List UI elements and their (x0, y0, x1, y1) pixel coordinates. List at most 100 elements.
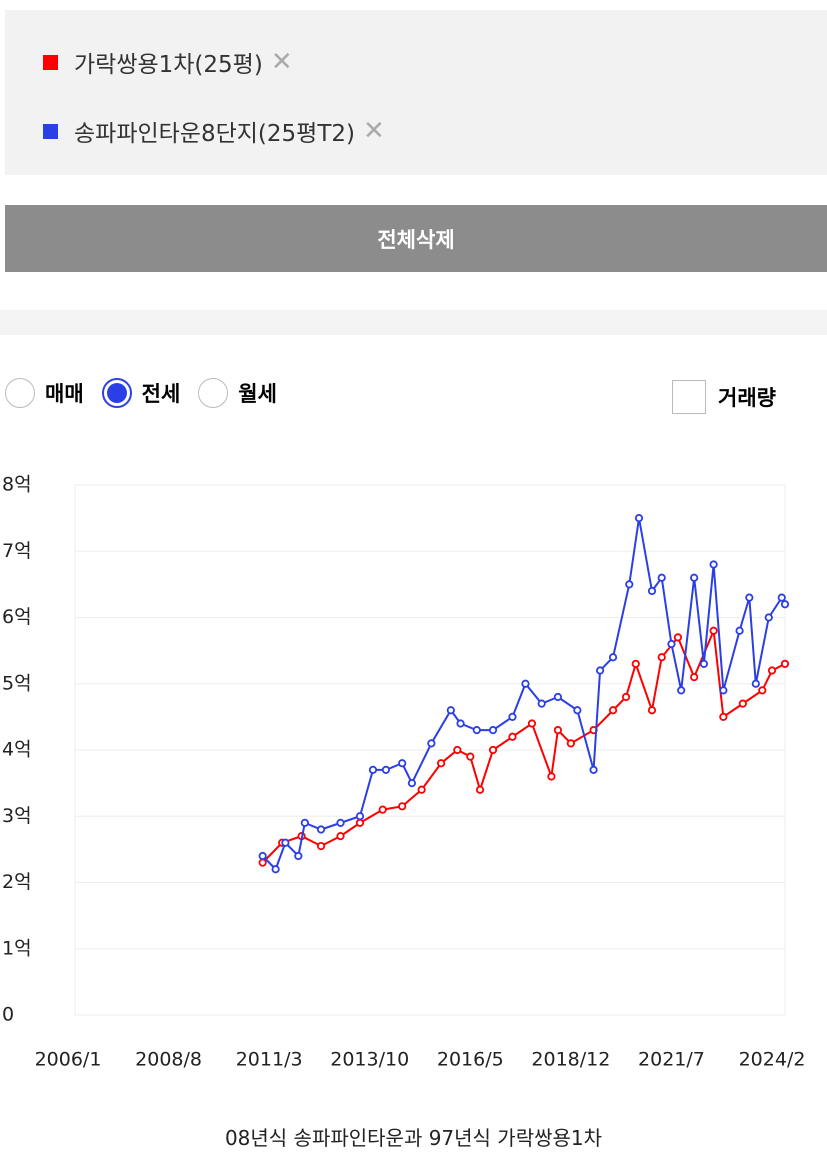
point (456, 719, 465, 728)
point (475, 785, 485, 794)
volume-checkbox[interactable]: 거래량 (672, 380, 776, 414)
point (271, 865, 280, 874)
checkbox-box[interactable] (672, 380, 706, 414)
point (378, 805, 387, 814)
point (573, 706, 582, 715)
radio-label: 매매 (45, 382, 84, 406)
separator (0, 310, 827, 335)
radio[interactable] (198, 378, 229, 408)
point (690, 573, 699, 582)
radio-label: 월세 (238, 382, 277, 406)
point (631, 659, 640, 668)
remove-icon[interactable]: ✕ (362, 116, 385, 146)
point (488, 726, 498, 735)
point (657, 573, 666, 582)
caption: 08년식 송파파인타운과 97년식 가락쌍용1차 (224, 1126, 603, 1150)
point (738, 699, 747, 708)
point (735, 626, 744, 635)
point (634, 514, 644, 523)
point (621, 692, 631, 702)
point (488, 745, 498, 755)
point (657, 653, 666, 662)
point (472, 726, 481, 735)
point (566, 739, 575, 748)
remove-icon[interactable]: ✕ (270, 47, 293, 77)
point (398, 759, 407, 768)
point (673, 633, 683, 642)
point (709, 626, 718, 635)
point (751, 679, 760, 688)
point (667, 639, 676, 649)
point (677, 686, 686, 695)
point (767, 666, 777, 675)
point (453, 745, 462, 755)
point (427, 739, 436, 748)
radio[interactable] (101, 378, 132, 408)
point (777, 593, 786, 602)
point (336, 832, 345, 841)
point (780, 659, 790, 668)
item-label: 송파파인타운8단지(25평T2) (74, 121, 355, 147)
radio-option[interactable]: 매매 (5, 378, 84, 408)
point (625, 580, 634, 589)
point (527, 719, 537, 728)
point (647, 706, 657, 715)
x-tick-label: 2013/10 (330, 1049, 409, 1071)
radio-option[interactable]: 월세 (198, 378, 277, 408)
point (381, 765, 391, 774)
point (407, 779, 417, 788)
point (589, 765, 598, 774)
point (281, 838, 290, 847)
y-tick-label: 2억 (2, 871, 32, 893)
point (417, 785, 426, 794)
point (780, 600, 790, 609)
legend-swatch (43, 54, 58, 70)
x-tick-label: 2011/3 (236, 1049, 303, 1071)
point (608, 706, 618, 715)
point (745, 593, 754, 602)
point (355, 812, 365, 821)
radio-option[interactable]: 전세 (101, 378, 181, 408)
selected-item: 송파파인타운8단지(25평T2) ✕ (43, 114, 385, 148)
point (537, 699, 546, 708)
radio-group: 매매 전세 월세 (5, 378, 295, 408)
radio[interactable] (5, 378, 35, 408)
x-tick-label: 2018/12 (531, 1049, 610, 1071)
y-tick-label: 0 (2, 1004, 14, 1026)
point (758, 686, 767, 695)
point (699, 659, 708, 668)
y-tick-label: 5억 (2, 672, 32, 694)
point (547, 772, 556, 781)
point (446, 706, 455, 715)
point (436, 759, 446, 768)
point (294, 851, 303, 861)
point (647, 586, 657, 596)
x-tick-label: 2016/5 (437, 1049, 504, 1071)
selected-list: 가락쌍용1차(25평) ✕ 송파파인타운8단지(25평T2) ✕ (5, 10, 827, 175)
point (709, 560, 718, 569)
point (466, 752, 475, 761)
selected-item: 가락쌍용1차(25평) ✕ (43, 45, 293, 79)
point (595, 666, 605, 675)
point (336, 818, 345, 827)
point (521, 679, 530, 688)
point (690, 673, 699, 682)
radio-label: 전세 (141, 382, 181, 406)
y-tick-label: 7억 (2, 540, 32, 562)
point (764, 613, 773, 622)
x-tick-label: 2021/7 (638, 1049, 705, 1071)
point (398, 802, 407, 811)
chart: 0 1억 2억 3억 4억 5억 6억 7억 8억 2006/1 2008/8 2011/3 2013/… (2, 474, 805, 1071)
point (553, 726, 562, 735)
y-tick-label: 4억 (2, 739, 32, 761)
legend-swatch (43, 123, 58, 139)
point (316, 825, 326, 834)
point (608, 653, 618, 662)
point (508, 712, 517, 721)
point (553, 692, 562, 702)
y-tick-label: 1억 (2, 937, 32, 959)
delete-all-button[interactable]: 전체삭제 (5, 205, 827, 272)
y-tick-label: 6억 (2, 606, 32, 628)
point (258, 851, 267, 861)
